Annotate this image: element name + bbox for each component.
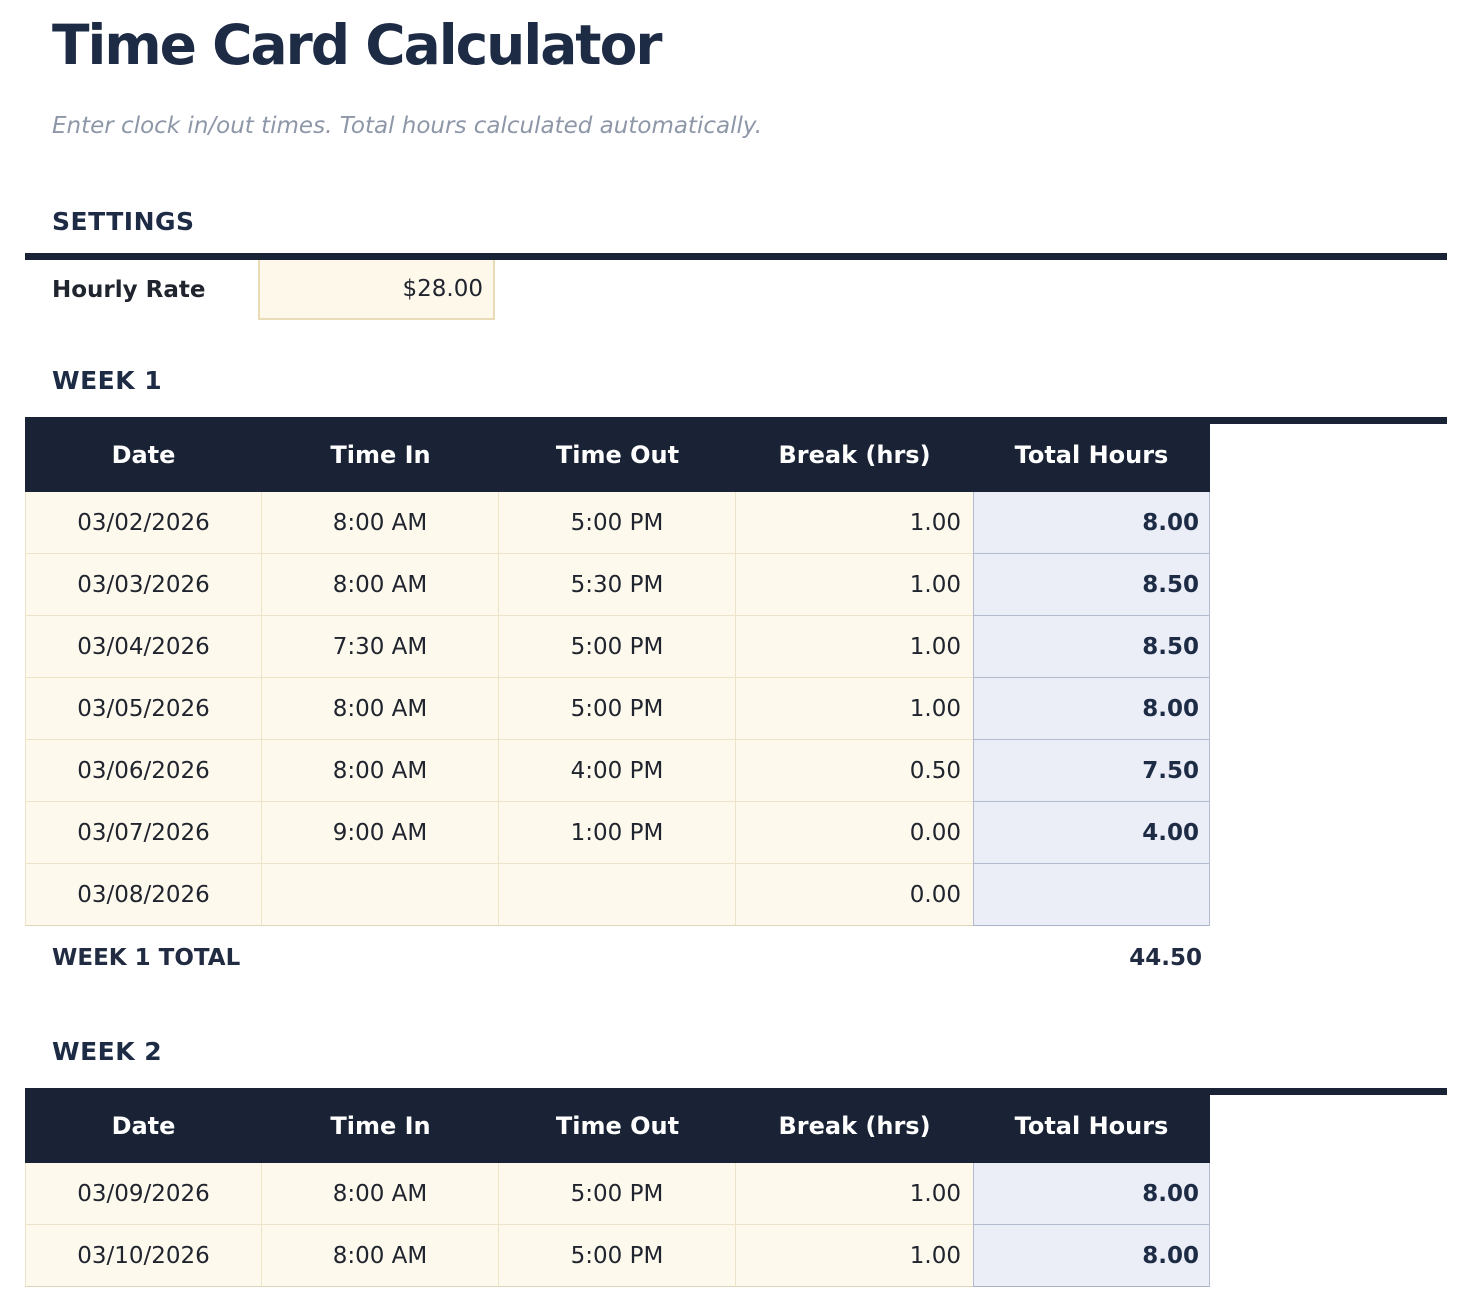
week1-heading: WEEK 1 xyxy=(52,366,163,396)
week1-table-header: Date Time In Time Out Break (hrs) Total … xyxy=(25,417,1210,493)
settings-divider-row: Hourly Rate $28.00 xyxy=(25,253,1447,321)
hourly-rate-input[interactable]: $28.00 xyxy=(258,260,495,321)
col-header-total-hours: Total Hours xyxy=(1014,440,1169,469)
break-cell[interactable]: 1.00 xyxy=(736,1163,973,1226)
col-header-time-in: Time In xyxy=(330,1111,431,1140)
col-header-date: Date xyxy=(111,1111,176,1140)
date-cell[interactable]: 03/08/2026 xyxy=(25,864,262,927)
time-in-cell[interactable] xyxy=(262,864,499,927)
time-out-cell[interactable]: 5:00 PM xyxy=(499,678,736,741)
break-cell[interactable]: 1.00 xyxy=(736,554,973,617)
time-out-cell[interactable]: 5:00 PM xyxy=(499,1225,736,1288)
break-cell[interactable]: 0.50 xyxy=(736,740,973,803)
col-header-time-in: Time In xyxy=(330,440,431,469)
week1-total-value: 44.50 xyxy=(1129,945,1202,972)
col-header-total-hours: Total Hours xyxy=(1014,1111,1169,1140)
table-row: 03/05/2026 8:00 AM 5:00 PM 1.00 8.00 xyxy=(25,678,1210,741)
date-cell[interactable]: 03/10/2026 xyxy=(25,1225,262,1288)
time-out-cell[interactable]: 5:30 PM xyxy=(499,554,736,617)
time-in-cell[interactable]: 8:00 AM xyxy=(262,492,499,555)
table-row: 03/02/2026 8:00 AM 5:00 PM 1.00 8.00 xyxy=(25,492,1210,555)
col-header-break: Break (hrs) xyxy=(778,1111,931,1140)
time-out-cell[interactable]: 5:00 PM xyxy=(499,492,736,555)
break-cell[interactable]: 1.00 xyxy=(736,678,973,741)
table-row: 03/07/2026 9:00 AM 1:00 PM 0.00 4.00 xyxy=(25,802,1210,865)
break-cell[interactable]: 0.00 xyxy=(736,802,973,865)
total-hours-cell: 7.50 xyxy=(973,740,1210,803)
time-in-cell[interactable]: 8:00 AM xyxy=(262,554,499,617)
table-row: 03/10/2026 8:00 AM 5:00 PM 1.00 8.00 xyxy=(25,1225,1210,1288)
date-cell[interactable]: 03/04/2026 xyxy=(25,616,262,679)
time-in-cell[interactable]: 7:30 AM xyxy=(262,616,499,679)
break-cell[interactable]: 0.00 xyxy=(736,864,973,927)
time-out-cell[interactable]: 5:00 PM xyxy=(499,616,736,679)
week2-heading: WEEK 2 xyxy=(52,1037,163,1067)
break-cell[interactable]: 1.00 xyxy=(736,492,973,555)
time-in-cell[interactable]: 8:00 AM xyxy=(262,740,499,803)
total-hours-cell xyxy=(973,864,1210,927)
time-out-cell[interactable]: 1:00 PM xyxy=(499,802,736,865)
total-hours-cell: 8.00 xyxy=(973,492,1210,555)
date-cell[interactable]: 03/06/2026 xyxy=(25,740,262,803)
date-cell[interactable]: 03/05/2026 xyxy=(25,678,262,741)
table-row: 03/04/2026 7:30 AM 5:00 PM 1.00 8.50 xyxy=(25,616,1210,679)
header-border-extension xyxy=(1210,1088,1447,1096)
total-hours-cell: 8.00 xyxy=(973,678,1210,741)
time-in-cell[interactable]: 8:00 AM xyxy=(262,1163,499,1226)
week1-total-label: WEEK 1 TOTAL xyxy=(52,945,241,972)
total-hours-cell: 8.00 xyxy=(973,1225,1210,1288)
total-hours-cell: 8.00 xyxy=(973,1163,1210,1226)
table-row: 03/03/2026 8:00 AM 5:30 PM 1.00 8.50 xyxy=(25,554,1210,617)
total-hours-cell: 8.50 xyxy=(973,554,1210,617)
time-in-cell[interactable]: 8:00 AM xyxy=(262,678,499,741)
total-hours-cell: 4.00 xyxy=(973,802,1210,865)
settings-heading: SETTINGS xyxy=(52,207,195,237)
date-cell[interactable]: 03/02/2026 xyxy=(25,492,262,555)
time-in-cell[interactable]: 8:00 AM xyxy=(262,1225,499,1288)
settings-section: SETTINGS Hourly Rate $28.00 xyxy=(0,207,1467,321)
page-subtitle: Enter clock in/out times. Total hours ca… xyxy=(52,113,763,140)
table-row: 03/06/2026 8:00 AM 4:00 PM 0.50 7.50 xyxy=(25,740,1210,803)
col-header-time-out: Time Out xyxy=(555,1111,680,1140)
week2-table-header: Date Time In Time Out Break (hrs) Total … xyxy=(25,1088,1210,1164)
col-header-break: Break (hrs) xyxy=(778,440,931,469)
time-out-cell[interactable]: 4:00 PM xyxy=(499,740,736,803)
break-cell[interactable]: 1.00 xyxy=(736,1225,973,1288)
time-out-cell[interactable] xyxy=(499,864,736,927)
time-in-cell[interactable]: 9:00 AM xyxy=(262,802,499,865)
page-title: Time Card Calculator xyxy=(52,13,663,77)
time-out-cell[interactable]: 5:00 PM xyxy=(499,1163,736,1226)
table-row: 03/08/2026 0.00 xyxy=(25,864,1210,927)
date-cell[interactable]: 03/09/2026 xyxy=(25,1163,262,1226)
header-border-extension xyxy=(1210,417,1447,425)
col-header-date: Date xyxy=(111,440,176,469)
col-header-time-out: Time Out xyxy=(555,440,680,469)
table-row: 03/09/2026 8:00 AM 5:00 PM 1.00 8.00 xyxy=(25,1163,1210,1226)
week2-table: Date Time In Time Out Break (hrs) Total … xyxy=(25,1088,1447,1288)
date-cell[interactable]: 03/03/2026 xyxy=(25,554,262,617)
week1-section: WEEK 1 Date Time In Time Out Break (hrs)… xyxy=(0,366,1467,973)
week2-section: WEEK 2 Date Time In Time Out Break (hrs)… xyxy=(0,1037,1467,1288)
hourly-rate-label: Hourly Rate xyxy=(52,277,206,304)
week1-total-row: WEEK 1 TOTAL 44.50 xyxy=(25,943,1210,973)
date-cell[interactable]: 03/07/2026 xyxy=(25,802,262,865)
break-cell[interactable]: 1.00 xyxy=(736,616,973,679)
total-hours-cell: 8.50 xyxy=(973,616,1210,679)
week1-table: Date Time In Time Out Break (hrs) Total … xyxy=(25,417,1447,927)
